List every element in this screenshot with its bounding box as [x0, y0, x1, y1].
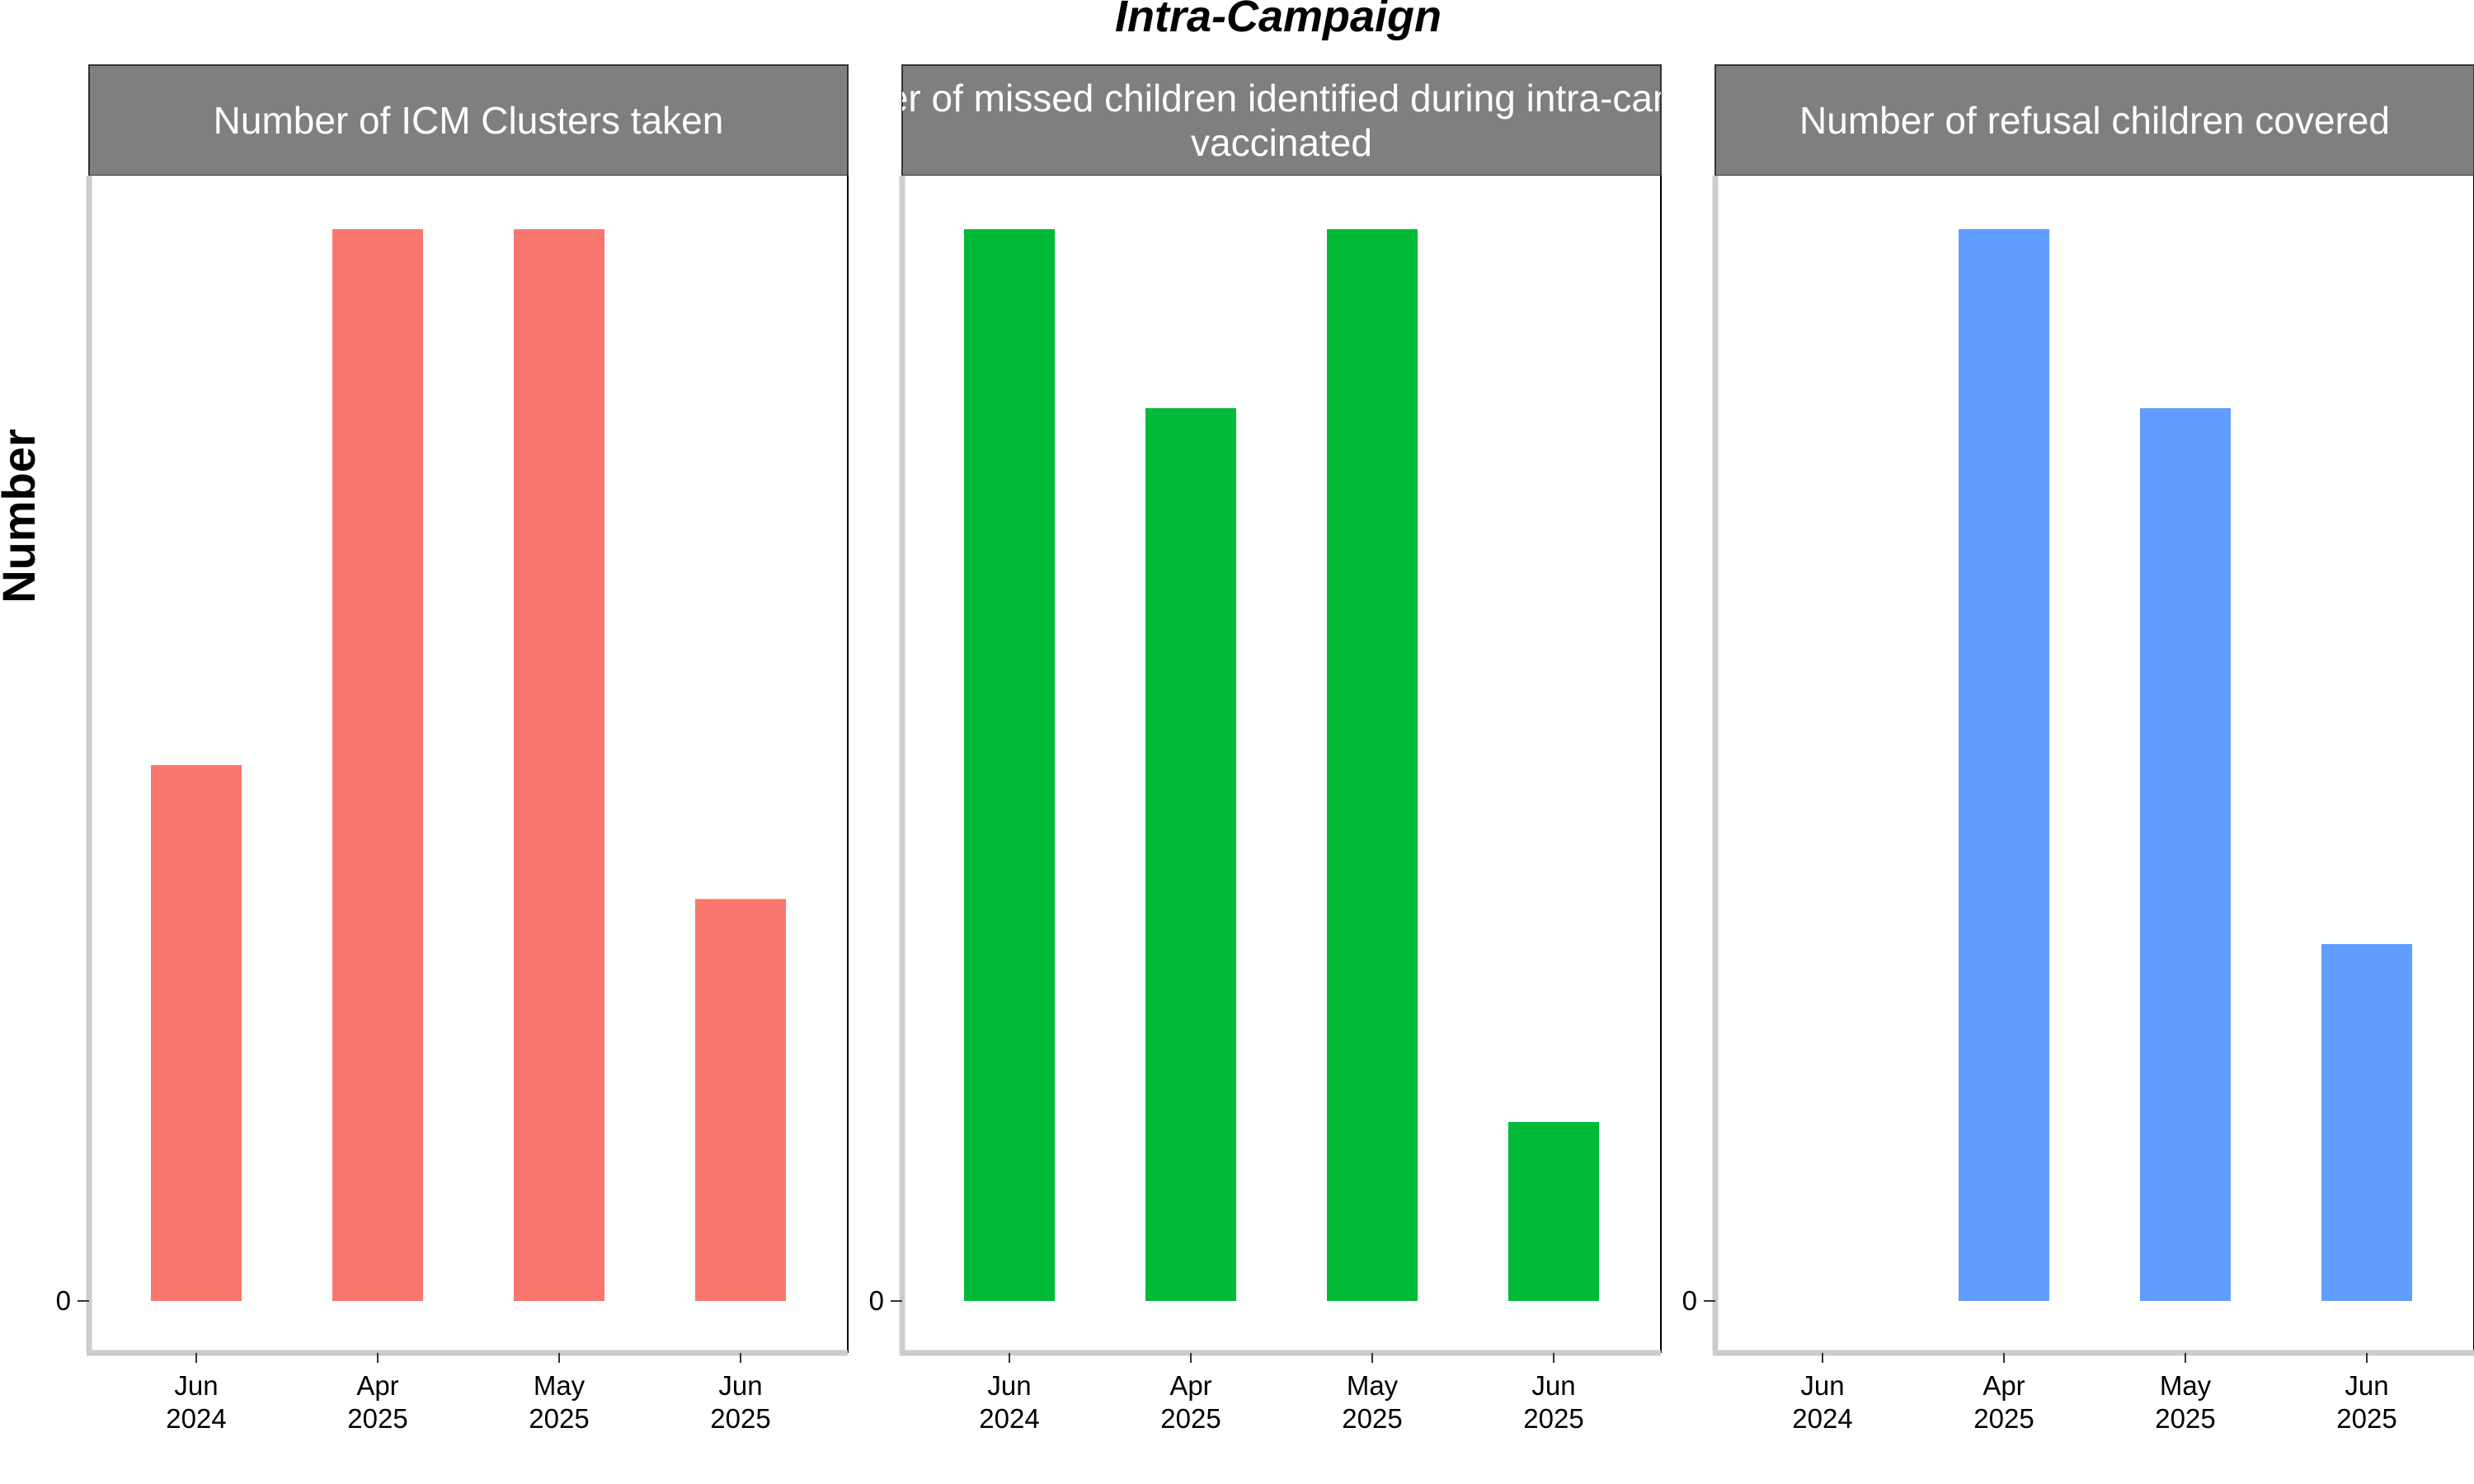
bar: [332, 229, 423, 1301]
bar: [1959, 229, 2049, 1301]
bar: [1508, 1121, 1599, 1301]
y-tick-label: 0: [869, 1285, 884, 1316]
panel-2: Number of missed children identified dur…: [786, 64, 1777, 1434]
x-tick-label: Apr: [1982, 1370, 2025, 1401]
x-tick-label: May: [1347, 1370, 1399, 1401]
x-tick-label: Jun: [987, 1370, 1031, 1401]
facet-strip: [88, 64, 849, 176]
chart-title: Intra-Campaign: [1115, 0, 1442, 41]
facet-strip-label-group: Number of refusal children covered: [1799, 99, 2390, 142]
x-tick-label: Apr: [356, 1370, 398, 1401]
facet-strip-label: Number of refusal children covered: [1799, 99, 2390, 142]
panel-3: Number of refusal children covered0Jun20…: [1682, 64, 2474, 1434]
bar: [2321, 944, 2412, 1301]
x-tick-label: May: [2160, 1370, 2212, 1401]
facet-strip-label: Number of ICM Clusters taken: [214, 99, 724, 142]
x-tick-label: 2025: [1973, 1403, 2034, 1434]
bar: [2140, 408, 2231, 1302]
y-tick-label: 0: [1682, 1285, 1697, 1316]
bar: [514, 229, 604, 1301]
y-tick-label: 0: [56, 1285, 71, 1316]
x-tick-label: 2025: [347, 1403, 407, 1434]
x-tick-label: 2025: [710, 1403, 770, 1434]
bar: [1145, 408, 1236, 1302]
x-tick-label: 2025: [2155, 1403, 2215, 1434]
x-tick-label: Jun: [1800, 1370, 1844, 1401]
panels: Number of ICM Clusters taken0Jun2024Apr2…: [56, 64, 2474, 1434]
bar: [151, 765, 242, 1301]
x-tick-label: Jun: [2345, 1370, 2388, 1401]
facet-strip-label-group: Number of ICM Clusters taken: [214, 99, 724, 142]
x-tick-label: Jun: [718, 1370, 762, 1401]
x-tick-label: 2024: [1792, 1403, 1852, 1434]
facet-strip: [901, 64, 1662, 176]
x-tick-label: 2025: [1160, 1403, 1221, 1434]
y-axis-label: Number: [0, 429, 45, 603]
x-tick-label: 2025: [1342, 1403, 1402, 1434]
x-tick-label: 2024: [166, 1403, 226, 1434]
x-tick-label: Jun: [1531, 1370, 1575, 1401]
facet-strip-label-group: Number of missed children identified dur…: [786, 77, 1777, 164]
x-tick-label: Apr: [1169, 1370, 1211, 1401]
x-tick-label: 2025: [2336, 1403, 2396, 1434]
bar: [964, 229, 1055, 1301]
bar: [1327, 229, 1418, 1301]
facet-strip-label: vaccinated: [1191, 121, 1372, 164]
panel-1: Number of ICM Clusters taken0Jun2024Apr2…: [56, 64, 849, 1434]
x-tick-label: 2025: [1523, 1403, 1583, 1434]
facet-strip-label: Number of missed children identified dur…: [786, 77, 1777, 120]
facet-strip: [1714, 64, 2474, 176]
bar: [695, 899, 786, 1301]
x-tick-label: Jun: [174, 1370, 218, 1401]
x-tick-label: May: [534, 1370, 586, 1401]
x-tick-label: 2025: [529, 1403, 589, 1434]
x-tick-label: 2024: [979, 1403, 1039, 1434]
